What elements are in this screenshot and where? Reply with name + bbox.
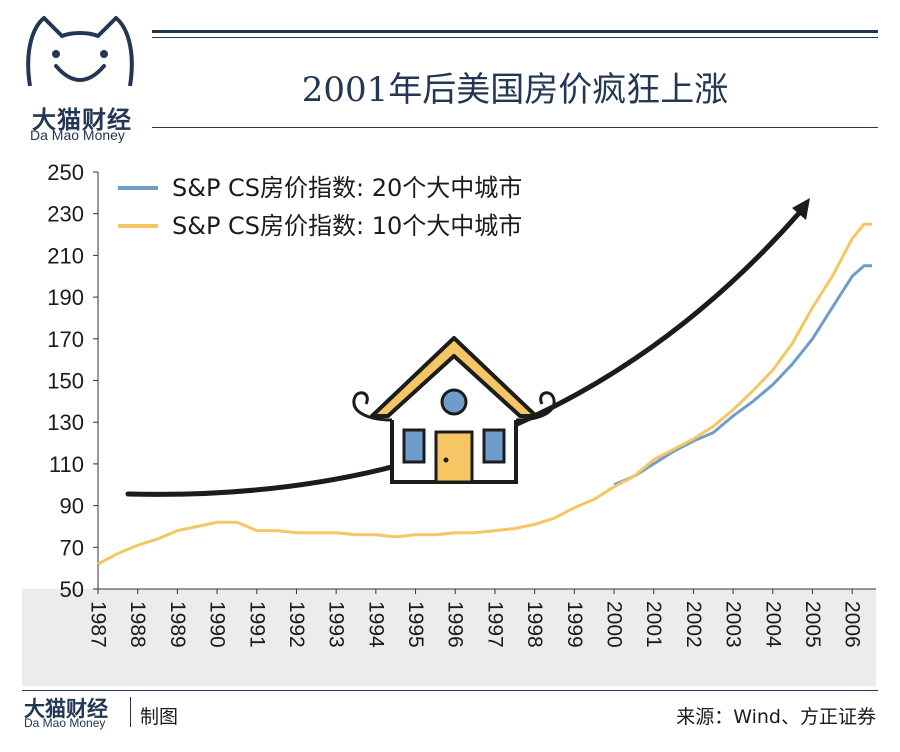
x-tick-label: 1989 bbox=[166, 601, 189, 648]
y-tick-label: 70 bbox=[60, 535, 84, 560]
y-tick-label: 190 bbox=[47, 285, 84, 310]
x-tick-label: 1999 bbox=[563, 601, 586, 648]
footer-brand-en: Da Mao Money bbox=[24, 716, 106, 730]
x-tick-label: 1990 bbox=[206, 601, 229, 648]
x-tick-label: 1993 bbox=[325, 601, 348, 648]
x-tick-label: 1987 bbox=[87, 601, 110, 648]
x-tick-label: 2001 bbox=[642, 601, 665, 648]
y-tick-label: 170 bbox=[47, 327, 84, 352]
x-tick-label: 2002 bbox=[682, 601, 705, 648]
page-title: 2001年后美国房价疯狂上涨 bbox=[301, 70, 729, 110]
x-tick-label: 1994 bbox=[364, 601, 387, 648]
footer-brand-cn: 大猫财经 bbox=[24, 697, 108, 721]
y-tick-label: 130 bbox=[47, 410, 84, 435]
x-tick-label: 1998 bbox=[523, 601, 546, 648]
footer-made-by: 制图 bbox=[140, 706, 179, 728]
brand-name-cn: 大猫财经 bbox=[32, 106, 132, 134]
x-tick-label: 2005 bbox=[801, 601, 824, 648]
y-tick-label: 230 bbox=[47, 202, 84, 227]
y-tick-label: 90 bbox=[60, 494, 84, 519]
footer-rule bbox=[22, 690, 878, 691]
x-tick-label: 2004 bbox=[761, 601, 784, 648]
title-rule-top bbox=[152, 30, 878, 33]
footer-source: 来源：Wind、方正证券 bbox=[676, 706, 876, 728]
x-tick-label: 2003 bbox=[722, 601, 745, 648]
x-axis-band bbox=[22, 589, 876, 686]
x-tick-label: 1991 bbox=[245, 601, 268, 648]
arrow-head-icon bbox=[792, 198, 810, 220]
x-tick-label: 1995 bbox=[404, 601, 427, 648]
x-tick-label: 1996 bbox=[444, 601, 467, 648]
y-tick-label: 210 bbox=[47, 243, 84, 268]
y-tick-label: 110 bbox=[49, 452, 84, 477]
legend-label-0: S&P CS房价指数: 20个大中城市 bbox=[172, 174, 522, 202]
x-tick-label: 2006 bbox=[841, 601, 864, 648]
series-line-0 bbox=[613, 264, 872, 487]
title-rule-bottom bbox=[152, 127, 878, 128]
footer-separator bbox=[130, 697, 131, 727]
x-tick-label: 1988 bbox=[126, 601, 149, 648]
y-tick-label: 150 bbox=[47, 369, 84, 394]
series-line-1 bbox=[97, 222, 872, 566]
title-rule-top-thin bbox=[152, 37, 878, 38]
house-icon bbox=[352, 336, 556, 484]
x-tick-label: 1992 bbox=[285, 601, 308, 648]
x-tick-label: 1997 bbox=[483, 601, 506, 648]
legend-label-1: S&P CS房价指数: 10个大中城市 bbox=[172, 212, 522, 240]
y-tick-label: 250 bbox=[47, 160, 84, 185]
y-tick-label: 50 bbox=[60, 577, 84, 602]
x-tick-label: 2000 bbox=[603, 601, 626, 648]
brand-logo-cat-icon bbox=[26, 16, 134, 87]
brand-name-en: Da Mao Money bbox=[30, 127, 125, 143]
